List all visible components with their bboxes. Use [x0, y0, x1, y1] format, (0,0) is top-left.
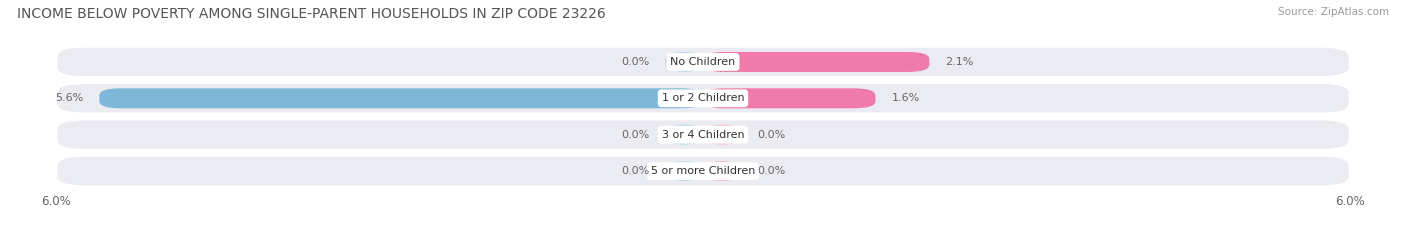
FancyBboxPatch shape — [665, 125, 703, 145]
Text: 0.0%: 0.0% — [756, 130, 785, 140]
FancyBboxPatch shape — [703, 52, 929, 72]
Text: 0.0%: 0.0% — [621, 130, 650, 140]
Text: 1.6%: 1.6% — [891, 93, 920, 103]
FancyBboxPatch shape — [665, 161, 703, 181]
Text: 0.0%: 0.0% — [621, 166, 650, 176]
FancyBboxPatch shape — [58, 120, 1348, 149]
Text: 0.0%: 0.0% — [756, 166, 785, 176]
FancyBboxPatch shape — [58, 84, 1348, 113]
FancyBboxPatch shape — [58, 48, 1348, 76]
FancyBboxPatch shape — [703, 125, 741, 145]
FancyBboxPatch shape — [703, 161, 741, 181]
Text: 0.0%: 0.0% — [621, 57, 650, 67]
Text: 1 or 2 Children: 1 or 2 Children — [662, 93, 744, 103]
Text: INCOME BELOW POVERTY AMONG SINGLE-PARENT HOUSEHOLDS IN ZIP CODE 23226: INCOME BELOW POVERTY AMONG SINGLE-PARENT… — [17, 7, 606, 21]
FancyBboxPatch shape — [703, 88, 876, 108]
Text: 5.6%: 5.6% — [55, 93, 83, 103]
Text: Source: ZipAtlas.com: Source: ZipAtlas.com — [1278, 7, 1389, 17]
Text: 2.1%: 2.1% — [945, 57, 974, 67]
FancyBboxPatch shape — [58, 157, 1348, 185]
FancyBboxPatch shape — [665, 52, 703, 72]
Text: 5 or more Children: 5 or more Children — [651, 166, 755, 176]
Text: No Children: No Children — [671, 57, 735, 67]
Text: 3 or 4 Children: 3 or 4 Children — [662, 130, 744, 140]
FancyBboxPatch shape — [100, 88, 703, 108]
